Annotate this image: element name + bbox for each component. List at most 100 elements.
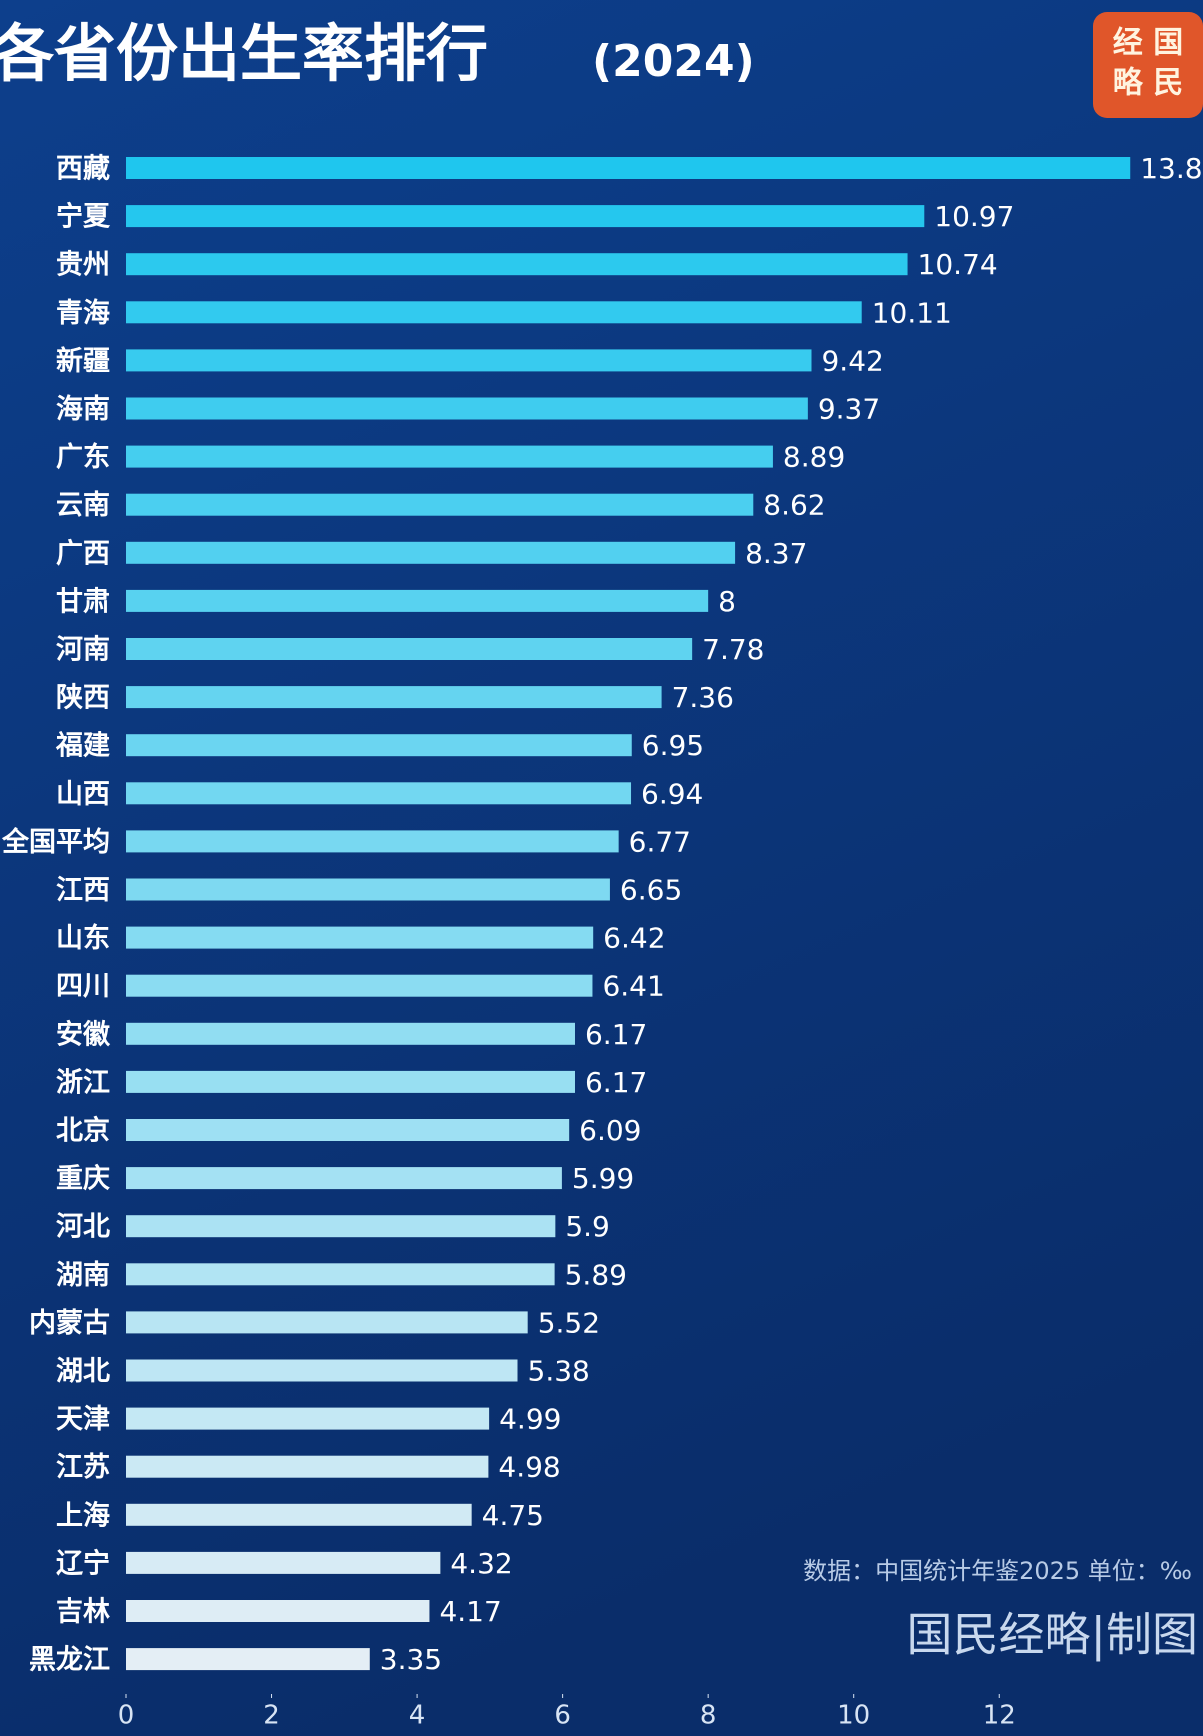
value-label: 10.11 — [872, 296, 952, 329]
value-label: 8.37 — [745, 537, 807, 570]
x-tick-label: 12 — [983, 1701, 1016, 1731]
bar — [126, 1167, 562, 1190]
credit: 国民经略|制图 — [907, 1608, 1199, 1663]
value-label: 5.52 — [538, 1306, 600, 1339]
bar — [126, 878, 610, 901]
bar — [126, 1551, 441, 1574]
y-tick-label: 宁夏 — [56, 201, 111, 233]
value-label: 7.78 — [702, 633, 764, 666]
y-tick-label: 福建 — [55, 731, 110, 762]
y-tick-label: 贵州 — [56, 250, 110, 281]
bar — [126, 782, 632, 805]
y-tick-label: 江西 — [56, 875, 110, 906]
y-tick-label: 上海 — [56, 1500, 110, 1531]
value-label: 8 — [718, 585, 736, 618]
bar — [126, 1648, 370, 1671]
value-label: 5.89 — [565, 1258, 627, 1291]
bar — [126, 301, 862, 324]
y-tick-label: 河北 — [56, 1212, 110, 1243]
bar — [126, 1359, 518, 1382]
y-tick-label: 四川 — [56, 971, 110, 1002]
value-label: 4.17 — [439, 1595, 501, 1628]
value-label: 4.75 — [482, 1499, 544, 1532]
chart-title-year: (2024) — [592, 36, 755, 87]
y-tick-label: 山东 — [56, 922, 110, 954]
chart-title: 各省份出生率排行 — [0, 17, 488, 90]
bar — [126, 1119, 570, 1141]
y-tick-label: 新疆 — [56, 345, 110, 377]
value-label: 6.95 — [642, 729, 704, 762]
y-tick-label: 天津 — [56, 1404, 110, 1435]
y-tick-label: 内蒙古 — [29, 1308, 110, 1339]
bar — [126, 1455, 489, 1478]
y-tick-label: 吉林 — [56, 1597, 110, 1628]
value-label: 6.77 — [629, 825, 691, 858]
y-tick-label: 河南 — [56, 635, 110, 666]
y-tick-label: 云南 — [56, 490, 110, 521]
bar — [126, 397, 808, 420]
value-label: 13.8 — [1140, 152, 1202, 185]
bar — [126, 445, 773, 468]
bar — [126, 1600, 430, 1622]
y-tick-label: 全国平均 — [1, 826, 110, 858]
logo-text: 经 国 — [1113, 26, 1183, 61]
value-label: 4.98 — [498, 1451, 560, 1484]
bar — [126, 541, 736, 564]
y-tick-label: 江苏 — [56, 1452, 110, 1483]
y-tick-label: 湖北 — [56, 1356, 110, 1387]
value-label: 5.38 — [528, 1355, 590, 1388]
value-label: 10.97 — [934, 200, 1014, 233]
y-tick-label: 辽宁 — [56, 1547, 110, 1579]
bar — [126, 974, 593, 997]
x-tick-label: 4 — [409, 1701, 426, 1731]
value-label: 6.42 — [603, 922, 665, 955]
value-label: 9.37 — [818, 393, 880, 426]
y-tick-label: 重庆 — [56, 1163, 110, 1195]
bar — [126, 253, 908, 276]
bar — [126, 686, 662, 709]
value-label: 4.32 — [450, 1547, 512, 1580]
value-label: 5.99 — [572, 1162, 634, 1195]
value-label: 6.17 — [585, 1066, 647, 1099]
value-label: 10.74 — [918, 248, 998, 281]
y-tick-label: 北京 — [56, 1115, 110, 1147]
value-label: 6.17 — [585, 1018, 647, 1051]
bar — [126, 1070, 575, 1093]
bar — [126, 157, 1131, 179]
bar — [126, 1503, 472, 1526]
x-tick-label: 2 — [263, 1701, 280, 1731]
value-label: 6.65 — [620, 874, 682, 907]
bar — [126, 1022, 575, 1045]
bar — [126, 205, 925, 228]
value-label: 7.36 — [672, 681, 734, 714]
value-label: 4.99 — [499, 1403, 561, 1436]
bar — [126, 493, 754, 516]
y-tick-label: 安徽 — [56, 1019, 111, 1050]
y-tick-label: 浙江 — [56, 1067, 110, 1098]
x-tick-label: 8 — [700, 1701, 717, 1731]
bar — [126, 349, 812, 372]
value-label: 3.35 — [380, 1643, 442, 1676]
bar — [126, 638, 693, 660]
bar — [126, 1311, 528, 1334]
y-tick-label: 甘肃 — [56, 586, 110, 617]
logo-box — [1093, 12, 1203, 118]
x-tick-label: 6 — [554, 1701, 571, 1731]
bar — [126, 734, 632, 757]
bar — [126, 1263, 555, 1286]
y-tick-label: 陕西 — [56, 683, 110, 714]
value-label: 8.62 — [763, 489, 825, 522]
x-tick-label: 10 — [837, 1701, 870, 1731]
bar — [126, 926, 594, 949]
y-tick-label: 黑龙江 — [29, 1645, 110, 1676]
value-label: 8.89 — [783, 441, 845, 474]
y-tick-label: 山西 — [56, 779, 110, 810]
y-tick-label: 海南 — [56, 394, 110, 425]
y-tick-label: 广东 — [56, 441, 110, 473]
value-label: 6.94 — [641, 777, 703, 810]
bar — [126, 589, 709, 612]
value-label: 6.09 — [579, 1114, 641, 1147]
